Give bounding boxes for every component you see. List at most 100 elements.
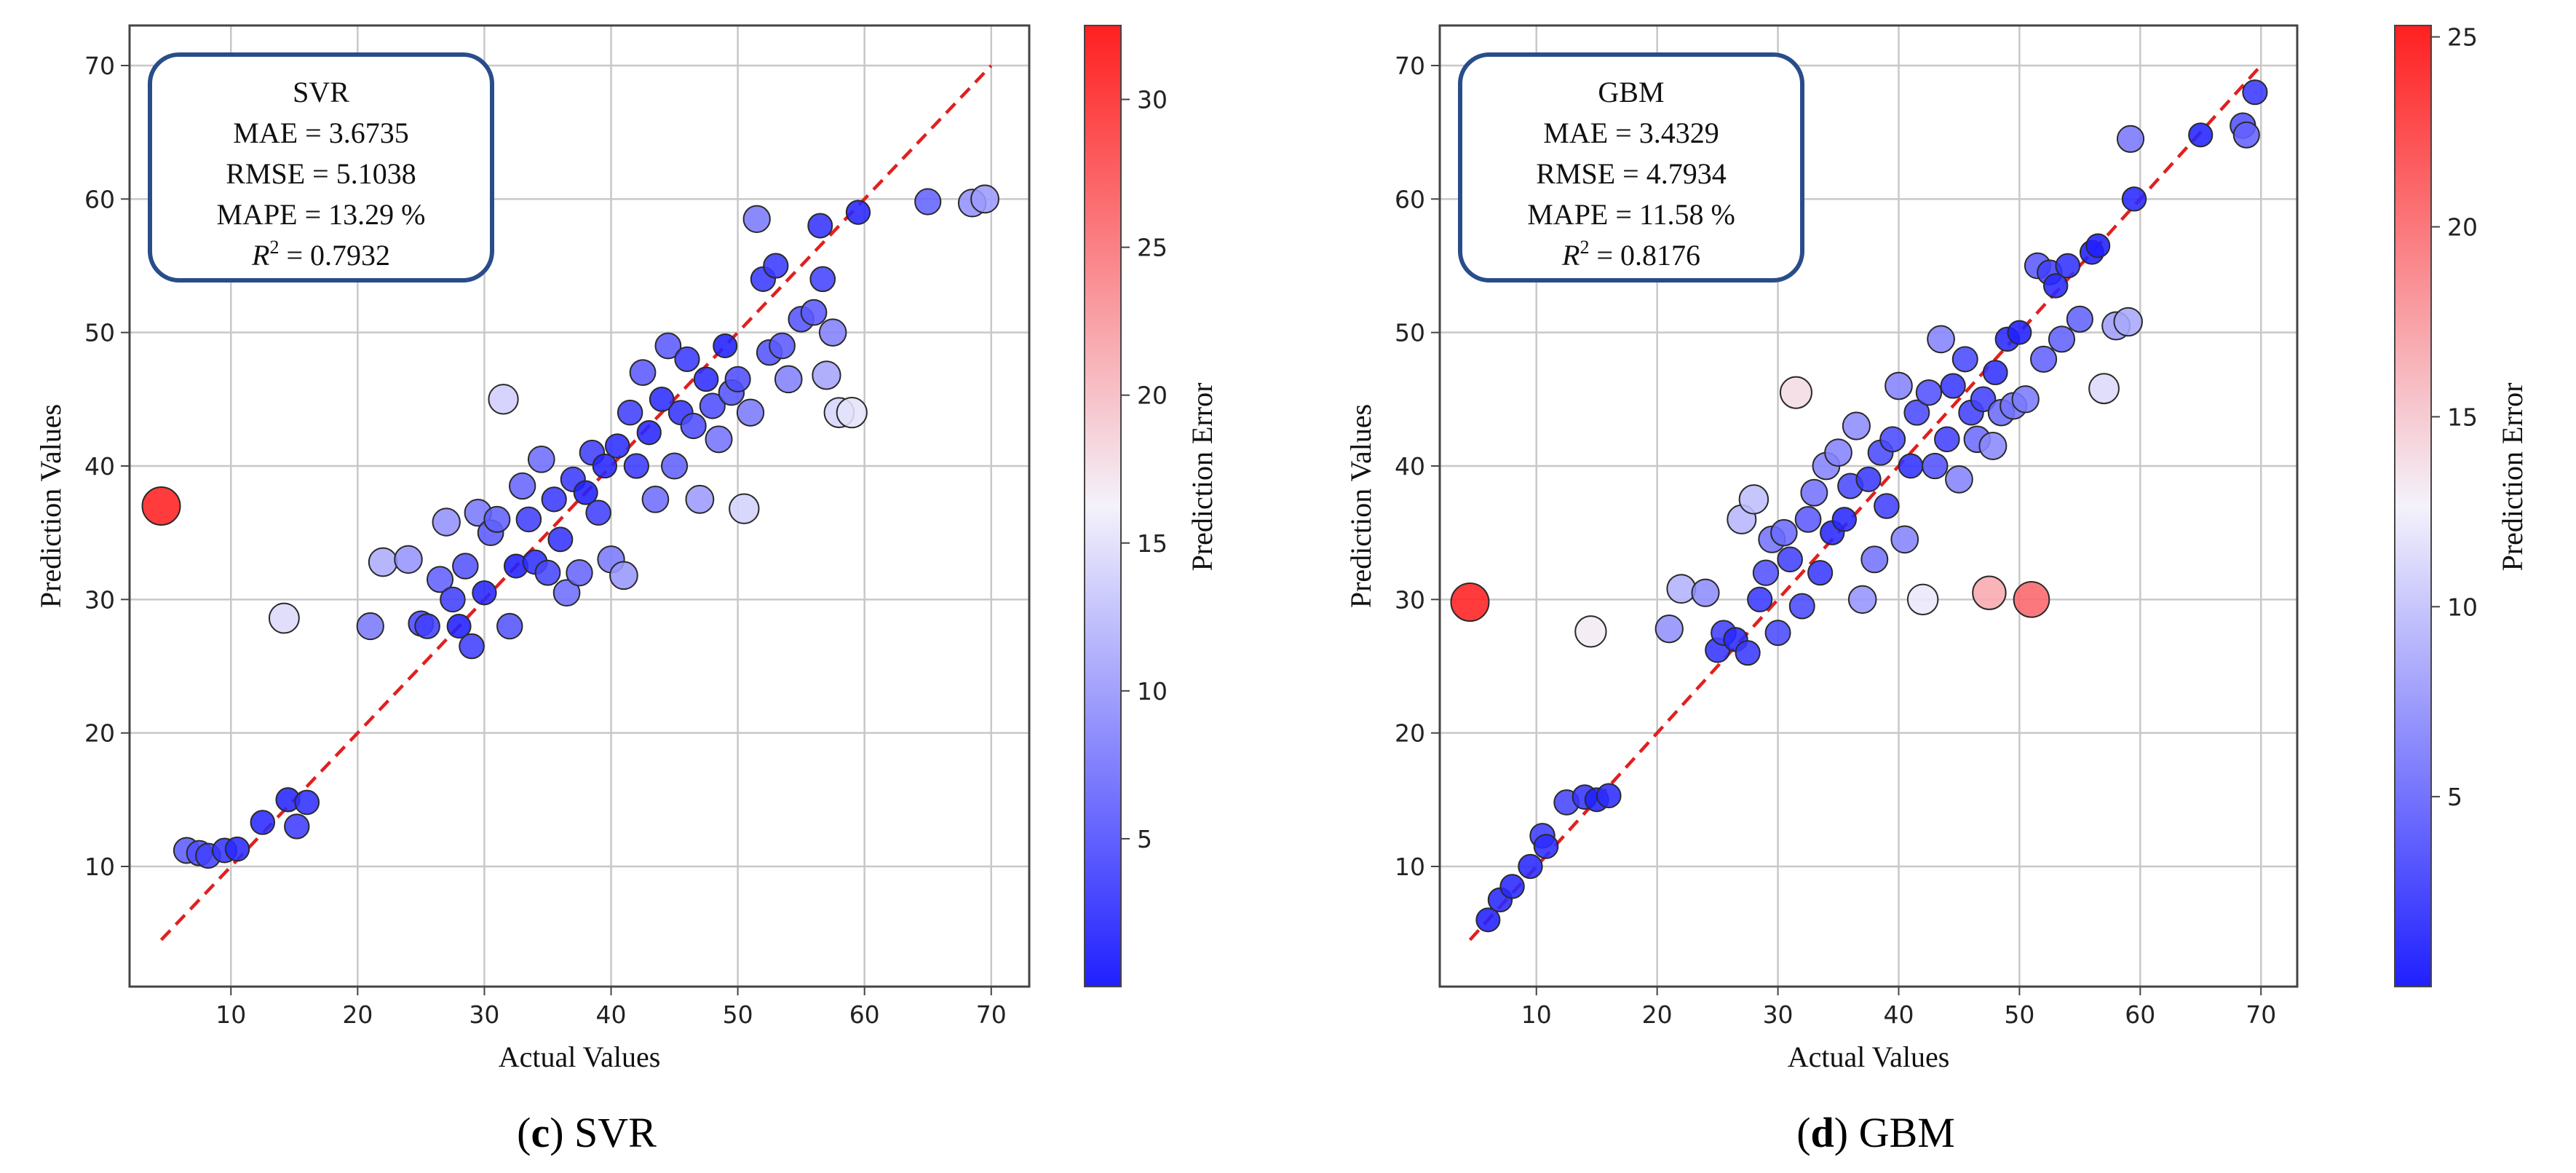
gbm-point [1970, 386, 1997, 413]
gbm-point [1777, 546, 1803, 573]
gbm-point [1890, 525, 1919, 554]
svr-colorbar-tick-label: 25 [1137, 234, 1168, 262]
svr-point [836, 397, 868, 429]
gbm-x-tick-label: 40 [1883, 1000, 1914, 1029]
svr-colorbar-label: Prediction Error [1186, 383, 1218, 572]
gbm-point [2188, 122, 2214, 148]
svr-point [573, 480, 598, 505]
svr-panel: 10 20 30 40 50 60 70 10 20 30 40 50 60 70 Actual Val… [34, 24, 1218, 1156]
svr-point [250, 810, 276, 835]
svr-point [800, 299, 828, 326]
gbm-point [1831, 507, 1858, 532]
gbm-point [1747, 586, 1773, 612]
gbm-point [2055, 253, 2081, 279]
gbm-y-tick-labels: 10 20 30 40 50 60 70 [1395, 52, 1440, 881]
gbm-point [1945, 465, 1973, 494]
svr-point [268, 602, 300, 634]
gbm-point [1855, 466, 1882, 492]
gbm-point [1898, 453, 1924, 479]
gbm-r2: R2 = 0.8176 [1561, 237, 1700, 272]
svr-point [729, 493, 760, 524]
gbm-mape: MAPE = 11.58 % [1527, 198, 1735, 231]
svr-point [623, 453, 649, 479]
svr-point [629, 359, 657, 387]
svr-point [699, 392, 726, 419]
gbm-metrics-box [1458, 52, 1804, 283]
svr-colorbar-tick-label: 30 [1137, 86, 1168, 114]
svr-y-tick-label: 60 [84, 185, 115, 213]
gbm-point [1499, 874, 1525, 899]
gbm-r2-value: = 0.8176 [1589, 239, 1700, 272]
gbm-rmse: RMSE = 4.7934 [1536, 157, 1726, 190]
gbm-point [1691, 578, 1720, 607]
svr-point [459, 633, 485, 660]
svr-colorbar-ticks: 5 10 15 20 25 30 [1121, 86, 1168, 853]
svr-point [845, 200, 871, 225]
svr-point [508, 472, 536, 500]
gbm-metrics-title: GBM [1598, 76, 1664, 108]
svr-point [141, 486, 181, 526]
gbm-point [2029, 345, 2058, 373]
svr-point [294, 789, 320, 815]
gbm-point [1922, 452, 1949, 480]
gbm-point [1927, 325, 1955, 354]
svr-point [724, 366, 751, 392]
svr-x-tick-labels: 10 20 30 40 50 60 70 [215, 987, 1007, 1029]
svr-point [534, 559, 561, 586]
gbm-point [1800, 478, 1828, 507]
gbm-point [1934, 426, 1960, 453]
svr-point [693, 366, 719, 392]
gbm-point [1879, 426, 1906, 453]
gbm-caption-letter: d [1811, 1109, 1834, 1156]
gbm-y-tick-label: 40 [1395, 452, 1425, 481]
svr-x-tick-label: 40 [596, 1000, 627, 1029]
gbm-point [2113, 307, 2143, 337]
svr-metrics-box [148, 52, 494, 283]
gbm-point [2048, 325, 2076, 353]
svr-point [654, 332, 682, 360]
svr-colorbar-tick-label: 20 [1137, 382, 1168, 410]
svr-point [356, 612, 384, 641]
svr-y-axis-label: Prediction Values [34, 404, 67, 608]
gbm-point [2232, 121, 2260, 149]
svr-caption: (c) SVR [517, 1109, 657, 1156]
svr-point [541, 486, 567, 513]
svr-mae: MAE = 3.6735 [233, 116, 408, 149]
gbm-x-axis-label: Actual Values [1788, 1040, 1950, 1073]
gbm-point [1752, 559, 1780, 586]
gbm-panel: 10 20 30 40 50 60 70 10 20 30 40 50 60 70 Actual Val… [1344, 23, 2529, 1156]
svr-point [483, 505, 511, 533]
gbm-point [1824, 438, 1852, 467]
svr-point [426, 566, 454, 593]
svr-point [394, 545, 423, 574]
gbm-colorbar-label: Prediction Error [2496, 383, 2529, 572]
svr-point [641, 485, 670, 513]
gbm-point [1807, 560, 1834, 586]
gbm-point [1518, 853, 1543, 880]
svr-point [769, 332, 796, 360]
gbm-point [1885, 371, 1913, 400]
svr-point [440, 586, 466, 613]
gbm-point [2116, 125, 2145, 153]
gbm-point [2085, 233, 2111, 258]
gbm-point [2121, 186, 2147, 212]
svr-point [742, 205, 771, 233]
gbm-colorbar-tick-label: 5 [2447, 783, 2462, 811]
svr-point [566, 558, 593, 587]
gbm-point [1735, 640, 1761, 666]
svr-point [496, 612, 523, 640]
gbm-x-tick-label: 70 [2246, 1000, 2276, 1029]
gbm-y-tick-label: 70 [1395, 52, 1425, 80]
svr-x-tick-label: 70 [976, 1000, 1007, 1029]
gbm-point [1860, 545, 1889, 574]
svr-point [685, 484, 715, 514]
svr-colorbar-tick-label: 15 [1137, 529, 1168, 558]
svr-point [432, 507, 461, 537]
gbm-colorbar-tick-label: 25 [2447, 23, 2478, 52]
gbm-mae: MAE = 3.4329 [1543, 116, 1719, 149]
gbm-point [2042, 273, 2069, 299]
svr-colorbar [1084, 25, 1122, 987]
svr-point [661, 452, 689, 480]
svr-point [809, 266, 836, 293]
